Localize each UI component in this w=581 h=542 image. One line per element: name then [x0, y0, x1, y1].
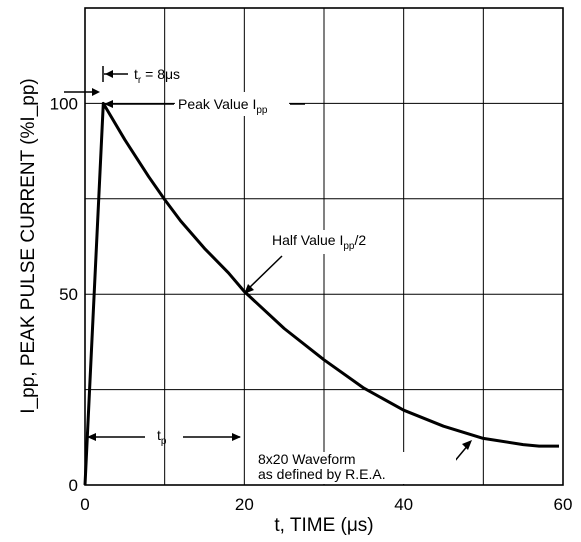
half-value-label: Half Value Ipp/2	[272, 232, 366, 252]
y-tick-label: 100	[50, 94, 78, 113]
plot-frame	[84, 7, 564, 486]
half-value-arrow	[246, 255, 283, 291]
series-layer	[83, 101, 559, 486]
ticks-layer: 0 20 40 60 0 50 100	[50, 94, 573, 514]
waveform-arrowhead	[462, 440, 472, 450]
pulse-width-label: tp	[157, 427, 167, 447]
waveform-label-line1: 8x20 Waveform	[258, 451, 356, 467]
waveform-label-line2: as defined by R.E.A.	[258, 466, 386, 482]
y-tick-label: 0	[69, 476, 78, 495]
waveform-label-bg	[256, 452, 456, 484]
y-tick-label: 50	[59, 285, 78, 304]
rise-time-arrowhead	[105, 70, 113, 78]
peak-level-arrowhead	[92, 88, 100, 96]
y-axis-title: I_pp, PEAK PULSE CURRENT (%I_pp)	[18, 78, 39, 413]
peak-label-bg	[175, 92, 289, 116]
x-tick-label: 60	[554, 495, 573, 514]
half-value-arrowhead	[244, 284, 254, 294]
grid-layer	[85, 8, 563, 485]
pulse-width-arrowhead-left	[87, 433, 96, 441]
half-label-bg	[270, 230, 392, 254]
annotation-markers	[64, 66, 472, 463]
peak-value-label: Peak Value Ipp	[178, 96, 268, 116]
x-tick-label: 20	[235, 495, 254, 514]
rise-time-label: tr = 8μs	[134, 66, 180, 86]
x-axis-title: t, TIME (μs)	[274, 515, 373, 536]
waveform-series-line	[83, 101, 559, 486]
pulse-width-arrowhead-right	[232, 433, 241, 441]
peak-value-arrowhead	[104, 100, 113, 108]
x-tick-label: 0	[80, 495, 89, 514]
x-tick-label: 40	[394, 495, 413, 514]
